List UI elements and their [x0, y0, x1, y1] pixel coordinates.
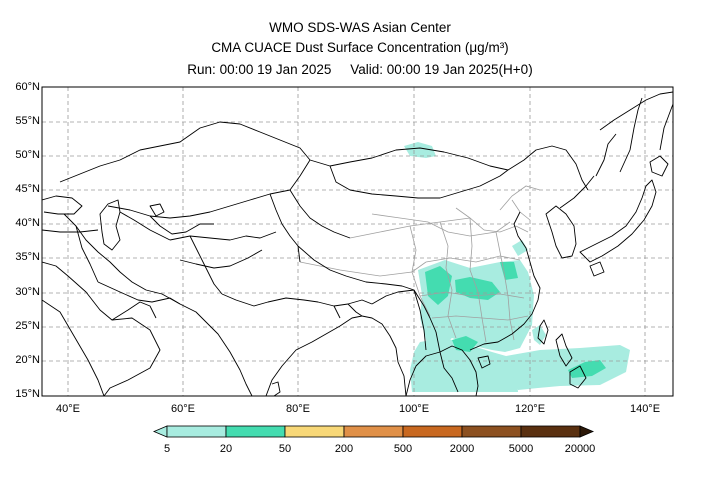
grid-lines — [42, 87, 673, 396]
lon-label: 60°E — [171, 403, 195, 415]
lon-label: 120°E — [514, 403, 546, 415]
dust-core-guangxi — [452, 336, 478, 352]
colorbar-tick-label: 20 — [219, 443, 233, 455]
colorbar-segment — [461, 425, 522, 438]
lat-label: 15°N — [15, 388, 40, 400]
colorbar-tick-label: 2000 — [449, 443, 475, 455]
colorbar-tick-label: 500 — [393, 443, 413, 455]
colorbar-extend-low — [152, 425, 168, 438]
run-time: Run: 00:00 19 Jan 2025 — [187, 62, 332, 77]
dust-area-mongolia — [404, 142, 436, 158]
colorbar — [152, 425, 595, 438]
dust-area-south-china-sea — [506, 345, 630, 390]
colorbar-segment — [402, 425, 463, 438]
dust-area-indochina — [410, 338, 518, 392]
lon-label: 40°E — [56, 403, 80, 415]
map-frame — [41, 86, 674, 397]
lat-label: 30°N — [15, 286, 40, 298]
title-center: WMO SDS-WAS Asian Center — [269, 20, 451, 35]
lat-label: 40°N — [15, 217, 40, 229]
valid-time: Valid: 00:00 19 Jan 2025(H+0) — [350, 62, 533, 77]
lat-label: 60°N — [15, 81, 40, 93]
dust-area-yellow-sea — [512, 240, 528, 256]
colorbar-tick-label: 50 — [278, 443, 292, 455]
colorbar-tick-label: 20000 — [564, 443, 596, 455]
dust-core-sichuan — [425, 266, 452, 305]
colorbar-segment — [225, 425, 286, 438]
colorbar-segment — [284, 425, 345, 438]
dust-areas-dense — [425, 262, 606, 378]
colorbar-tick-label: 5 — [163, 443, 171, 455]
lat-label: 45°N — [15, 183, 40, 195]
lat-label: 20°N — [15, 354, 40, 366]
lat-label: 25°N — [15, 320, 40, 332]
colorbar-tick-label: 200 — [334, 443, 354, 455]
boundaries — [42, 91, 673, 396]
title-product: CMA CUACE Dust Surface Concentration (μg… — [211, 40, 509, 55]
province-borders — [299, 185, 541, 343]
colorbar-tick-label: 5000 — [508, 443, 534, 455]
title-run-valid: Run: 00:00 19 Jan 2025 Valid: 00:00 19 J… — [0, 62, 720, 78]
dust-area-taiwan — [532, 325, 546, 345]
colorbar-segment — [166, 425, 227, 438]
lat-label: 55°N — [15, 115, 40, 127]
dust-core-hunan — [455, 277, 500, 300]
lon-label: 80°E — [286, 403, 310, 415]
lat-label: 50°N — [15, 149, 40, 161]
colorbar-segment — [343, 425, 404, 438]
colorbar-extend-high — [579, 425, 595, 438]
lon-label: 140°E — [629, 403, 661, 415]
colorbar-segment — [520, 425, 581, 438]
lon-label: 100°E — [398, 403, 430, 415]
dust-core-ocean — [568, 360, 606, 378]
lat-label: 35°N — [15, 251, 40, 263]
